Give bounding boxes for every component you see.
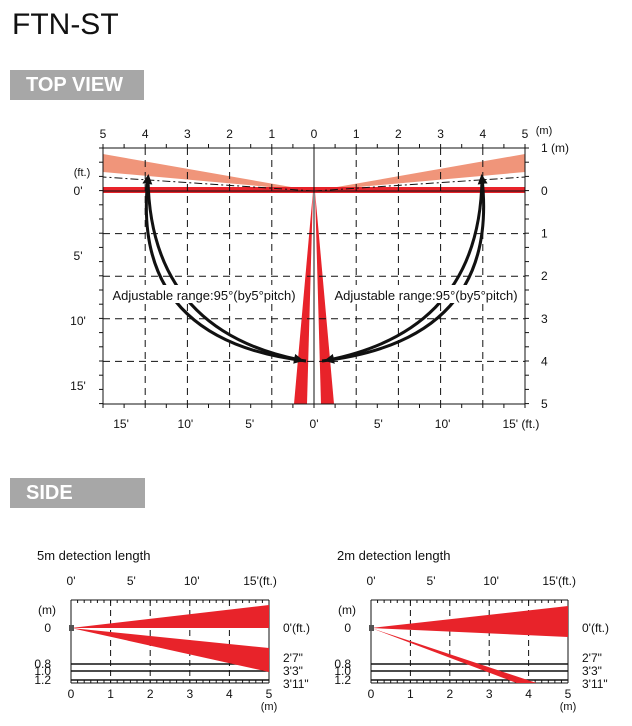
top-meter-tick-label: 3: [437, 127, 444, 141]
left-feet-tick-label: 0': [74, 184, 83, 198]
bottom-feet-tick-label: 10': [435, 417, 451, 431]
side-right-label: 0'(ft.): [582, 621, 609, 635]
side-meter-tick-label: 2: [446, 687, 453, 701]
side-right-label: 3'3": [582, 664, 602, 678]
sensor-marker: [369, 625, 374, 631]
side-view-banner: SIDE VIEW: [10, 478, 145, 534]
side-beam-upper: [71, 605, 269, 628]
adjust-label-right-bg: [328, 285, 524, 303]
top-meter-unit: (m): [536, 125, 553, 137]
left-feet-tick-label: 15': [70, 379, 86, 393]
side-meter-tick-label: 4: [226, 687, 233, 701]
adjust-label-left-bg: [106, 285, 302, 303]
side-feet-tick-label: 0': [367, 574, 376, 588]
height-tick-label: 0.8: [34, 657, 51, 671]
top-meter-tick-label: 0: [311, 127, 318, 141]
right-meter-tick-label: 4: [541, 354, 548, 368]
height-unit: (m): [38, 603, 56, 617]
adjust-label-right: Adjustable range:95°(by5°pitch): [334, 288, 517, 303]
product-title: FTN-ST: [12, 8, 119, 41]
side-meter-tick-label: 3: [486, 687, 493, 701]
side-meter-unit: (m): [261, 701, 278, 713]
height-tick-label: 0: [44, 621, 51, 635]
side-beam-upper: [371, 606, 568, 637]
side-meter-tick-label: 0: [368, 687, 375, 701]
center-beam-left: [294, 191, 313, 404]
side-right-label: 3'11": [582, 677, 608, 691]
height-tick-label: 0.8: [334, 657, 351, 671]
side-right-label: 3'3": [283, 664, 303, 678]
side-meter-tick-label: 4: [525, 687, 532, 701]
height-tick-label: 1.2: [334, 673, 351, 687]
right-meter-tick-label: 3: [541, 312, 548, 326]
side-meter-tick-label: 1: [407, 687, 414, 701]
side-beam-right: [314, 154, 525, 191]
bottom-feet-tick-label: 10': [178, 417, 194, 431]
bottom-feet-tick-label: 15' (ft.): [502, 417, 539, 431]
side-right-label: 0'(ft.): [283, 621, 310, 635]
top-meter-tick-label: 3: [184, 127, 191, 141]
side-feet-tick-label: 10': [184, 574, 200, 588]
top-meter-tick-label: 1: [268, 127, 275, 141]
top-meter-tick-label: 2: [395, 127, 402, 141]
top-meter-tick-label: 4: [479, 127, 486, 141]
top-meter-tick-label: 5: [100, 127, 107, 141]
side-feet-tick-label: 15'(ft.): [243, 574, 277, 588]
top-meter-tick-label: 4: [142, 127, 149, 141]
side-feet-tick-label: 5': [427, 574, 436, 588]
side-meter-tick-label: 5: [266, 687, 273, 701]
side-caption: 2m detection length: [337, 548, 450, 563]
bottom-feet-tick-label: 0': [310, 417, 319, 431]
left-feet-unit: (ft.): [74, 167, 91, 179]
bottom-feet-tick-label: 15': [113, 417, 129, 431]
side-beam-left: [103, 154, 314, 191]
top-meter-tick-label: 1: [353, 127, 360, 141]
height-tick-label: 1.2: [34, 673, 51, 687]
adjust-arc-right-down: [324, 177, 484, 364]
side-right-label: 2'7": [582, 651, 602, 665]
adjust-arc-right-up: [321, 174, 488, 363]
side-feet-tick-label: 10': [483, 574, 499, 588]
side-meter-tick-label: 1: [107, 687, 114, 701]
top-meter-tick-label: 2: [226, 127, 233, 141]
height-tick-label: 1.0: [334, 664, 351, 678]
bottom-feet-tick-label: 5': [245, 417, 254, 431]
height-tick-label: 1.0: [34, 664, 51, 678]
right-meter-tick-label: 2: [541, 269, 548, 283]
right-meter-tick-label: 5: [541, 397, 548, 411]
left-feet-tick-label: 10': [70, 314, 86, 328]
side-feet-tick-label: 5': [127, 574, 136, 588]
side-beam-axis-right: [313, 176, 526, 192]
side-beam-axis-left: [102, 176, 315, 192]
side-meter-unit: (m): [560, 701, 577, 713]
adjust-arc-left-down: [146, 177, 304, 364]
side-feet-tick-label: 15'(ft.): [542, 574, 576, 588]
right-meter-tick-label: 1: [541, 227, 548, 241]
sensor-marker: [69, 625, 74, 631]
height-unit: (m): [338, 603, 356, 617]
side-feet-tick-label: 0': [67, 574, 76, 588]
side-beam-lower: [371, 628, 537, 683]
height-tick-label: 0: [344, 621, 351, 635]
side-right-label: 3'11": [283, 677, 309, 691]
center-beam-right: [315, 191, 334, 404]
bottom-feet-tick-label: 5': [374, 417, 383, 431]
side-meter-tick-label: 5: [565, 687, 572, 701]
side-beam-lower: [71, 628, 269, 672]
adjust-label-left: Adjustable range:95°(by5°pitch): [112, 288, 295, 303]
side-caption: 5m detection length: [37, 548, 150, 563]
top-view-banner: TOP VIEW: [10, 70, 144, 100]
adjust-arc-left-up: [142, 174, 307, 363]
side-meter-tick-label: 3: [186, 687, 193, 701]
right-meter-tick-label: 1 (m): [541, 141, 569, 155]
right-meter-tick-label: 0: [541, 184, 548, 198]
top-meter-tick-label: 5: [522, 127, 529, 141]
side-meter-tick-label: 2: [147, 687, 154, 701]
side-right-label: 2'7": [283, 651, 303, 665]
left-feet-tick-label: 5': [74, 249, 83, 263]
side-meter-tick-label: 0: [68, 687, 75, 701]
